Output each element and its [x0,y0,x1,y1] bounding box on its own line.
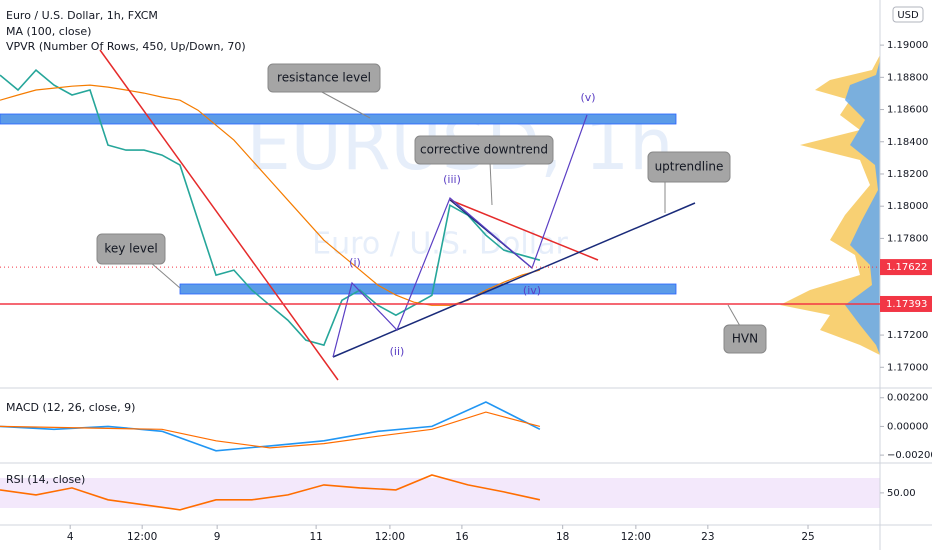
y-tick-label: 0.00200 [887,393,928,404]
pointer [319,90,371,119]
callout-box [96,233,166,265]
volume-profile-down [780,55,880,355]
wave-label: (v) [580,91,595,104]
y-tick-label: 1.18000 [887,201,928,212]
x-tick-label: 23 [701,531,714,543]
callout-box [267,63,381,93]
y-tick-label: 1.18600 [887,105,928,116]
y-tick-label: 1.18800 [887,72,928,83]
y-tick-label: 50.00 [887,488,916,499]
y-tick-label: 1.17200 [887,330,928,341]
pointer [149,261,181,289]
rsi-band [0,478,880,508]
wave-label: (i) [349,256,361,269]
corrective-line [449,199,599,261]
y-tick-label: 1.17000 [887,362,928,373]
x-tick-label: 12:00 [621,531,651,543]
x-tick-label: 16 [455,531,469,543]
price-label-box [880,295,932,312]
callout-box [647,151,731,183]
x-tick-label: 12:00 [127,531,157,543]
pointer [727,304,741,327]
resistance-band [0,113,677,125]
series-line [0,474,541,511]
x-tick-label: 18 [556,531,569,543]
wave-label: (ii) [390,345,405,358]
macd-title: MACD (12, 26, close, 9) [6,401,135,414]
indicator-label: VPVR (Number Of Rows, 450, Up/Down, 70) [6,40,246,53]
x-tick-label: 4 [67,531,74,543]
series-line [0,411,541,449]
callout-box [414,135,554,165]
currency-box[interactable] [892,6,924,23]
currency[interactable]: USD [897,10,919,21]
series-line [0,401,541,452]
x-tick-label: 9 [214,531,221,543]
callout-text: HVN [732,332,758,346]
callout-text: resistance level [277,71,371,85]
callout-text: uptrendline [655,160,724,174]
price-label-box [880,259,932,276]
y-tick-label: 0.00000 [887,421,928,432]
uptrend-line [332,202,696,358]
y-tick-label: 1.18200 [887,169,928,180]
wave-label: (iii) [443,173,461,186]
callouts: resistance level corrective downtrend up… [96,63,767,354]
y-tick-label: 1.19000 [887,40,928,51]
pointer [489,161,493,206]
y-tick-label: 1.18400 [887,137,928,148]
indicator-label: MA (100, close) [6,25,91,38]
wave-labels: (i) (ii) (iii) (iv) (v) [349,91,595,358]
chart-title: Euro / U.S. Dollar, 1h, FXCM [6,9,158,22]
callout-text: corrective downtrend [420,143,548,157]
price-label: 1.17393 [886,299,927,310]
x-tick-label: 12:00 [375,531,405,543]
callout-text: key level [104,242,157,256]
rsi-title: RSI (14, close) [6,473,85,486]
downtrend-line [99,49,339,381]
price-label: 1.17622 [886,262,927,273]
wave-path [332,114,588,358]
callout-box [723,324,767,354]
series-line [0,68,541,347]
x-tick-label: 25 [801,531,814,543]
wave-label: (iv) [523,284,541,297]
y-tick-label: −0.00200 [887,450,932,461]
series-line [0,84,541,306]
y-tick-label: 1.17800 [887,233,928,244]
x-tick-label: 11 [309,531,322,543]
key-level-band [179,283,677,295]
volume-profile-up [845,60,880,355]
series-layer [0,68,541,511]
